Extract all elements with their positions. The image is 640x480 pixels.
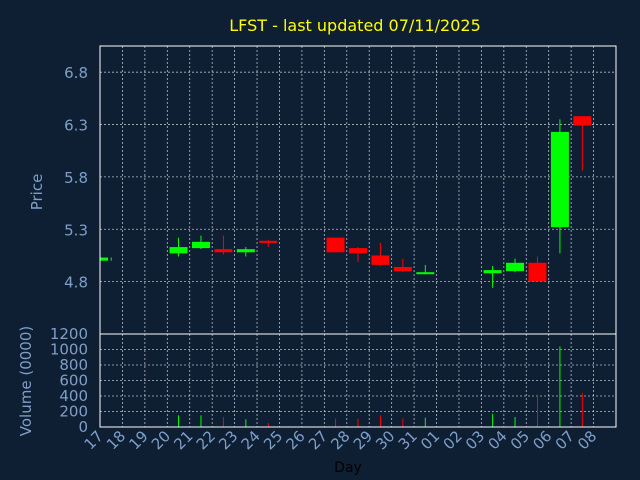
- candle-body: [191, 241, 210, 249]
- volume-tick-label: 600: [59, 372, 88, 390]
- x-tick-labels: 1718192021222324252627282930310102030405…: [81, 427, 601, 453]
- volume-gridlines: [100, 334, 616, 427]
- candle-body: [550, 131, 569, 228]
- price-tick-label: 4.8: [64, 274, 88, 292]
- candle-body: [236, 249, 255, 253]
- candle-body: [528, 262, 547, 282]
- x-axis-label: Day: [334, 460, 362, 476]
- candlestick-series: [100, 116, 592, 288]
- price-gridlines: [100, 46, 616, 334]
- volume-tick-label: 1000: [50, 341, 88, 359]
- price-tick-label: 6.8: [64, 64, 88, 82]
- candle-body: [483, 270, 502, 274]
- volume-tick-label: 400: [59, 387, 88, 405]
- price-tick-label: 6.3: [64, 117, 88, 135]
- price-tick-labels: 4.8 5.3 5.8 6.3 6.8: [64, 64, 88, 291]
- candle-body: [393, 266, 412, 272]
- candle-body: [416, 272, 435, 275]
- volume-bar-series: [110, 346, 583, 427]
- candle-body: [214, 249, 233, 253]
- candle-body: [259, 240, 278, 243]
- volume-plot-frame: [99, 333, 617, 428]
- candle-body: [349, 248, 367, 254]
- y-axis-label: Price: [28, 174, 46, 211]
- candle-body: [371, 255, 390, 265]
- volume-tick-label: 200: [59, 403, 88, 421]
- candle-body: [326, 237, 345, 253]
- candle-body: [573, 116, 592, 126]
- candle-body: [100, 257, 108, 261]
- price-tick-label: 5.8: [64, 169, 88, 187]
- volume-axis-label: Volume (0000): [17, 326, 35, 436]
- volume-tick-label: 0: [78, 418, 88, 436]
- volume-tick-label: 800: [59, 356, 88, 374]
- price-tick-label: 5.3: [64, 221, 88, 239]
- volume-tick-label: 1200: [50, 325, 88, 343]
- candle-body: [169, 247, 188, 254]
- candle-body: [506, 262, 525, 272]
- chart-title: LFST - last updated 07/11/2025: [229, 16, 481, 35]
